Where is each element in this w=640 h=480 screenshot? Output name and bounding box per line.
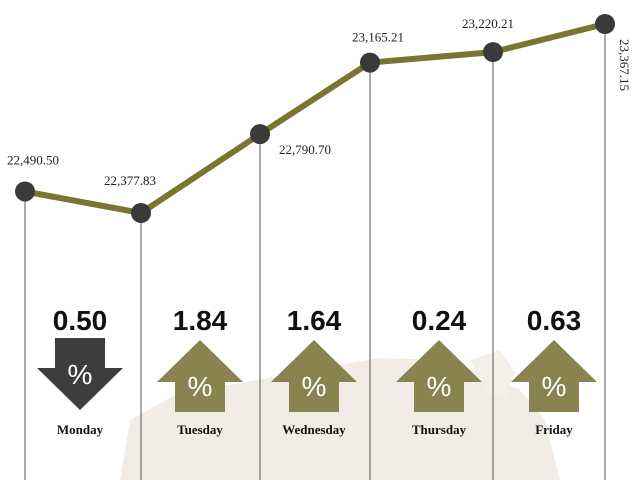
point-label-5: 23,220.21 [462, 16, 514, 31]
day-label: Monday [57, 422, 104, 437]
change-value: 0.24 [412, 305, 467, 336]
point-label-3: 22,790.70 [279, 142, 331, 157]
point-label-2: 22,377.83 [104, 173, 156, 188]
down-arrow-icon [37, 338, 123, 410]
index-series-line [22, 21, 608, 216]
day-label: Thursday [412, 422, 467, 437]
data-point-2 [131, 203, 151, 223]
percent-symbol: % [302, 371, 327, 402]
data-point-5 [483, 42, 503, 63]
percent-symbol: % [188, 371, 213, 402]
percent-symbol: % [68, 359, 93, 390]
daily-change-friday: 0.63% Friday [511, 305, 597, 437]
change-value: 0.63 [527, 305, 582, 336]
daily-change-thursday: 0.24% Thursday [396, 305, 482, 437]
up-arrow-icon [396, 340, 482, 412]
data-point-6 [595, 14, 615, 34]
daily-change-tuesday: 1.84% Tuesday [157, 305, 243, 437]
data-point-4 [360, 52, 380, 73]
day-label: Tuesday [177, 422, 223, 437]
point-label-6: 23,367.15 [617, 39, 632, 91]
percent-symbol: % [427, 371, 452, 402]
data-point-1 [15, 181, 35, 202]
up-arrow-icon [271, 340, 357, 412]
change-value: 1.64 [287, 305, 342, 336]
data-point-3 [250, 124, 270, 145]
change-value: 1.84 [173, 305, 228, 336]
up-arrow-icon [511, 340, 597, 412]
change-value: 0.50 [53, 305, 108, 336]
up-arrow-icon [157, 340, 243, 412]
daily-change-wednesday: 1.64% Wednesday [271, 305, 357, 437]
daily-change-monday: 0.50% Monday [37, 305, 123, 437]
day-label: Friday [535, 422, 573, 437]
point-label-4: 23,165.21 [352, 30, 404, 45]
day-label: Wednesday [282, 422, 346, 437]
point-label-1: 22,490.50 [7, 152, 59, 167]
percent-symbol: % [542, 371, 567, 402]
